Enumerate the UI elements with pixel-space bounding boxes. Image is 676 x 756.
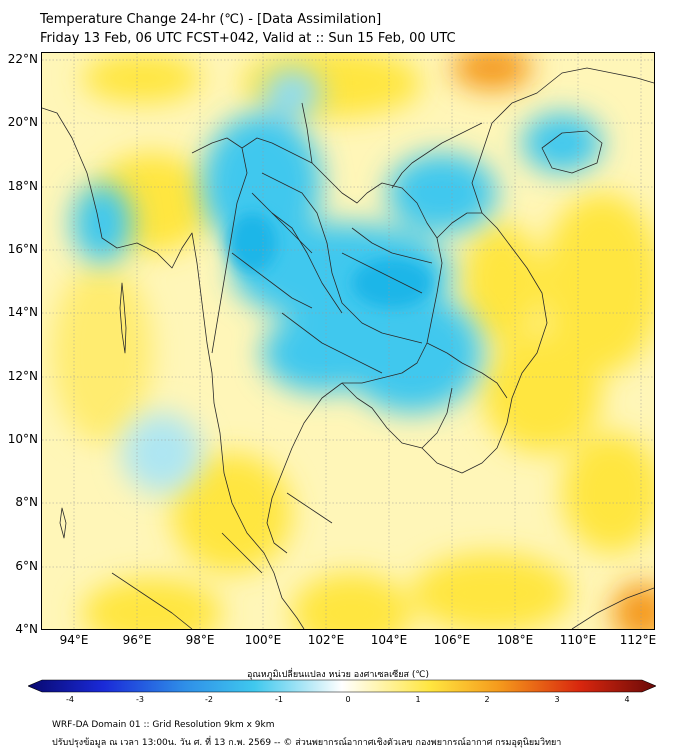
colorbar-tick-label: -2 [205,695,213,704]
graticule [42,53,654,629]
lon-label: 102°E [307,633,345,647]
lat-label: 14°N [7,305,38,319]
lon-label: 112°E [619,633,657,647]
hot-anomaly-field [452,53,654,629]
colorbar-tick-label: 0 [345,695,351,704]
map-subtitle: Friday 13 Feb, 06 UTC FCST+042, Valid at… [40,31,456,46]
colorbar-tick-label: -4 [66,695,74,704]
lon-label: 100°E [244,633,282,647]
colorbar-tick-label: 3 [554,695,560,704]
lat-label: 12°N [7,369,38,383]
colorbar-title: อุณหภูมิเปลี่ยนแปลง หน่วย องศาเซลเซียส (… [246,670,430,680]
lat-label: 16°N [7,242,38,256]
colorbar-tick-label: 4 [624,695,630,704]
map-canvas [42,53,654,629]
temperature-change-map [41,52,655,630]
lon-label: 96°E [122,633,152,647]
lon-label: 110°E [559,633,597,647]
lon-label: 106°E [433,633,471,647]
cool-core [227,213,432,308]
lat-label: 18°N [7,179,38,193]
lon-label: 104°E [370,633,408,647]
colorbar-tick-label: 2 [484,695,490,704]
lat-label: 22°N [7,52,38,66]
colorbar-tick-label: -3 [136,695,144,704]
lon-label: 108°E [496,633,534,647]
colorbar-tick-label: -1 [275,695,283,704]
colorbar-tick-label: 1 [415,695,421,704]
lat-label: 6°N [15,559,38,573]
lon-label: 98°E [185,633,215,647]
lat-label: 4°N [15,622,38,636]
footer-update-info: ปรับปรุงข้อมูล ณ เวลา 13:00น. วัน ศ. ที่… [52,738,562,748]
footer-model-info: WRF-DA Domain 01 :: Grid Resolution 9km … [52,720,275,730]
lat-label: 20°N [7,115,38,129]
map-title: Temperature Change 24-hr (℃) - [Data Ass… [40,12,382,27]
lat-label: 10°N [7,432,38,446]
coastlines-and-borders [42,67,654,629]
lat-label: 8°N [15,495,38,509]
lon-label: 94°E [59,633,89,647]
colorbar [28,679,656,693]
